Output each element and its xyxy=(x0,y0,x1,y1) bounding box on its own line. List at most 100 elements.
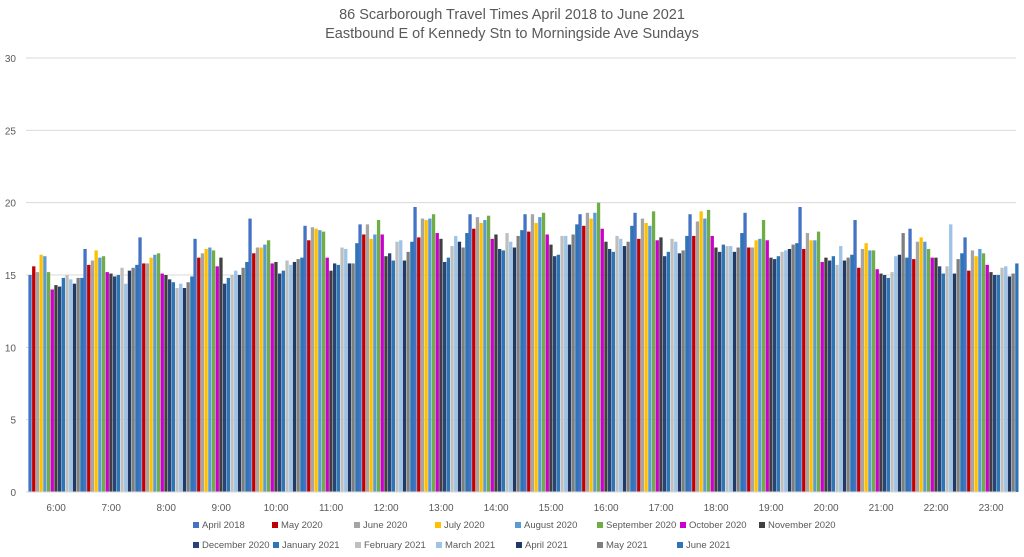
x-tick-label: 6:00 xyxy=(46,503,66,514)
bar xyxy=(670,238,674,492)
bar xyxy=(270,263,274,492)
bar xyxy=(252,253,256,492)
bar xyxy=(255,247,260,492)
bar xyxy=(373,234,377,493)
x-tick-label: 8:00 xyxy=(156,503,176,514)
bar xyxy=(512,247,517,492)
bar xyxy=(571,234,575,493)
bar xyxy=(505,233,509,493)
bar xyxy=(329,270,333,492)
bar xyxy=(156,253,161,492)
bar xyxy=(376,220,381,492)
bar xyxy=(582,225,586,492)
bar xyxy=(281,270,285,492)
bar xyxy=(758,238,762,492)
bar xyxy=(681,250,685,492)
bar xyxy=(633,212,637,493)
bar xyxy=(857,267,861,492)
bar xyxy=(61,277,65,492)
bar xyxy=(318,230,322,492)
bar xyxy=(263,244,267,492)
bar xyxy=(868,250,872,492)
bar xyxy=(677,253,682,492)
bar xyxy=(164,275,168,492)
bar xyxy=(380,234,384,493)
bar xyxy=(960,253,964,492)
bar xyxy=(952,273,957,492)
bar xyxy=(46,272,51,492)
bar xyxy=(596,202,601,493)
bar xyxy=(197,257,201,492)
bar xyxy=(131,267,135,492)
legend-label: May 2021 xyxy=(606,540,648,551)
bar xyxy=(72,283,77,492)
legend-label: March 2021 xyxy=(445,540,495,551)
bar xyxy=(259,247,263,492)
legend-swatch xyxy=(515,522,521,528)
bar xyxy=(168,279,172,492)
bar xyxy=(1007,276,1012,492)
bar xyxy=(388,253,392,492)
bar xyxy=(87,264,91,492)
bar xyxy=(450,246,454,492)
bar xyxy=(475,217,480,492)
legend-swatch xyxy=(355,542,361,548)
bar xyxy=(245,261,249,492)
bar xyxy=(285,260,289,492)
legend-label: September 2020 xyxy=(606,520,676,531)
bar xyxy=(135,264,139,492)
bar xyxy=(589,218,593,492)
bar xyxy=(138,237,142,492)
bar xyxy=(333,263,337,492)
bar xyxy=(494,234,498,493)
bar xyxy=(648,225,652,492)
bar xyxy=(556,254,560,492)
bar xyxy=(486,215,491,492)
bar xyxy=(706,209,711,492)
bar xyxy=(831,256,835,492)
bar xyxy=(688,214,692,493)
bar xyxy=(483,220,487,492)
x-tick-label: 17:00 xyxy=(649,503,674,514)
bar xyxy=(956,259,960,492)
legend-swatch xyxy=(436,542,442,548)
bar xyxy=(651,211,656,492)
x-tick-label: 18:00 xyxy=(704,503,729,514)
legend-swatch xyxy=(354,522,360,528)
bar xyxy=(248,218,252,492)
bar xyxy=(413,207,417,492)
bar xyxy=(105,272,109,492)
legend-label: April 2021 xyxy=(525,540,568,551)
bar xyxy=(850,254,854,492)
bar xyxy=(391,260,395,492)
bar xyxy=(428,218,432,492)
bar xyxy=(28,275,32,492)
bar xyxy=(1011,273,1015,492)
bar xyxy=(223,283,227,492)
bar xyxy=(1000,267,1004,492)
bar xyxy=(622,246,627,492)
bar xyxy=(410,241,414,492)
x-tick-label: 13:00 xyxy=(429,503,454,514)
bar xyxy=(116,275,120,492)
bar xyxy=(714,247,718,492)
bar xyxy=(809,240,813,492)
bar xyxy=(761,220,766,492)
bar xyxy=(215,266,219,492)
bar xyxy=(230,275,234,492)
bar xyxy=(431,214,436,493)
bar xyxy=(211,250,216,492)
y-tick-label: 5 xyxy=(10,416,16,427)
bar xyxy=(443,261,447,492)
bar xyxy=(915,241,920,492)
x-tick-label: 19:00 xyxy=(759,503,784,514)
bar xyxy=(98,257,102,492)
bar xyxy=(175,288,179,492)
bar xyxy=(424,220,428,492)
bar xyxy=(289,264,293,492)
bar xyxy=(461,247,465,492)
bar xyxy=(637,238,641,492)
bar xyxy=(193,238,197,492)
